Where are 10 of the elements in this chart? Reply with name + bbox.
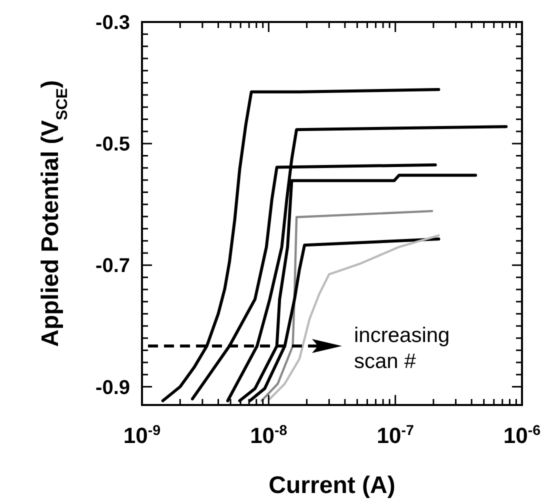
y-tick-label: -0.9 (96, 376, 130, 399)
x-tick-label: 10$^{-7}$ (376, 423, 414, 448)
annotation: increasing scan # (354, 324, 450, 374)
y-tick-label: -0.3 (96, 12, 130, 34)
x-tick-label: 10$^{-9}$ (123, 423, 161, 448)
y-tick-label: -0.7 (96, 255, 130, 278)
x-tick-label: 10$^{-8}$ (250, 423, 288, 448)
x-axis-title: Current (A) (268, 472, 396, 499)
y-tick-label: -0.5 (96, 134, 130, 156)
x-tick-label: 10$^{-6}$ (503, 423, 541, 448)
